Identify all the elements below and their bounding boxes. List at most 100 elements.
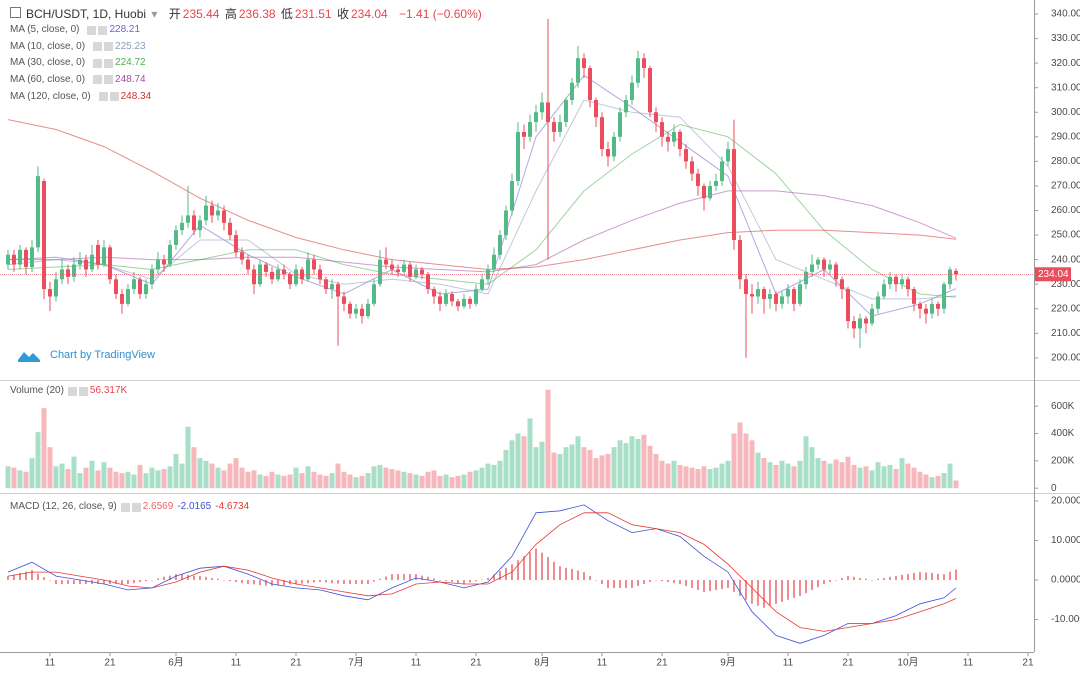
volume-bar <box>947 463 953 489</box>
candle-body <box>809 264 814 272</box>
ma-legend: MA (5, close, 0) 228.21 MA (10, close, 0) 2… <box>10 22 155 105</box>
histogram-bar <box>907 574 909 581</box>
candle-body <box>269 271 274 280</box>
branding[interactable]: Chart by TradingView <box>50 349 155 361</box>
histogram-bar <box>883 578 885 581</box>
candle-body <box>737 239 742 280</box>
y-tick-label: 300.00 <box>1051 107 1080 118</box>
settings-icon[interactable] <box>120 502 130 512</box>
x-tick-label: 8月 <box>534 657 550 669</box>
settings-icon[interactable] <box>87 25 97 35</box>
open-label: 开 <box>168 7 181 21</box>
candle-body <box>485 269 490 280</box>
close-icon[interactable] <box>131 502 141 512</box>
volume-bar <box>437 475 443 489</box>
histogram-bar <box>223 580 225 581</box>
histogram-bar <box>247 580 249 584</box>
close-icon[interactable] <box>109 92 119 102</box>
volume-bar <box>35 432 41 489</box>
candle-body <box>101 247 106 265</box>
volume-bar <box>563 447 569 489</box>
ma-value: 224.72 <box>115 57 146 69</box>
histogram-bar <box>835 580 837 581</box>
volume-bar <box>611 447 617 489</box>
volume-bar <box>413 474 419 489</box>
candle-body <box>887 276 892 285</box>
x-tick-label: 21 <box>290 658 302 669</box>
y-tick-label: 20.0000 <box>1051 496 1080 507</box>
volume-bar <box>779 460 785 489</box>
histogram-bar <box>241 580 243 584</box>
volume-bar <box>137 464 143 489</box>
volume-bar <box>167 466 173 489</box>
close-icon[interactable] <box>78 386 88 396</box>
volume-bar <box>935 475 941 489</box>
indicator-line <box>7 512 957 632</box>
histogram-bar <box>913 572 915 581</box>
candle-body <box>953 270 958 275</box>
settings-icon[interactable] <box>93 75 103 85</box>
volume-bar <box>215 467 221 489</box>
y-tick-label: 0.0000 <box>1051 575 1080 586</box>
volume-bar <box>365 473 371 489</box>
close-icon[interactable] <box>104 58 114 68</box>
histogram-bar <box>139 580 141 583</box>
candle-body <box>671 131 676 142</box>
histogram-bar <box>313 580 315 583</box>
close-icon[interactable] <box>98 25 108 35</box>
volume-bar <box>557 453 563 489</box>
histogram-bar <box>19 572 21 581</box>
candle-body <box>41 181 46 290</box>
histogram-bar <box>667 580 669 583</box>
candle-body <box>107 247 112 280</box>
candle-body <box>761 289 766 299</box>
candle-body <box>539 102 544 113</box>
volume-bar <box>953 480 959 489</box>
candle-body <box>575 58 580 83</box>
histogram-bar <box>331 580 333 584</box>
x-tick-label: 11 <box>411 658 422 669</box>
x-tick-label: 21 <box>842 658 854 669</box>
x-tick-label: 11 <box>783 658 794 669</box>
settings-icon[interactable] <box>93 42 103 52</box>
volume-bar <box>917 471 923 489</box>
volume-bar <box>887 464 893 489</box>
histogram-bar <box>517 560 519 581</box>
collapse-icon[interactable] <box>10 7 21 18</box>
settings-icon[interactable] <box>98 92 108 102</box>
candle-body <box>83 259 88 270</box>
volume-bar <box>791 466 797 489</box>
histogram-bar <box>439 580 441 581</box>
close-value: 234.04 <box>350 7 388 21</box>
histogram-bar <box>97 580 99 584</box>
volume-bar <box>533 447 539 489</box>
candle-body <box>383 259 388 265</box>
close-icon[interactable] <box>104 42 114 52</box>
dropdown[interactable]: ▾ <box>151 7 158 21</box>
candle-body <box>413 269 418 277</box>
settings-icon[interactable] <box>67 386 77 396</box>
volume-bar <box>155 470 161 489</box>
volume-bar <box>47 447 53 489</box>
histogram-bar <box>403 574 405 581</box>
histogram-bar <box>169 575 171 581</box>
histogram-bar <box>43 577 45 581</box>
candle-body <box>185 215 190 223</box>
candle-body <box>461 298 466 307</box>
settings-icon[interactable] <box>93 58 103 68</box>
y-tick-label: 210.00 <box>1051 328 1080 339</box>
y-tick-label: 200K <box>1051 455 1075 466</box>
candle-body <box>599 117 604 150</box>
close-icon[interactable] <box>104 75 114 85</box>
histogram-bar <box>355 580 357 584</box>
histogram-bar <box>529 552 531 581</box>
volume-bar <box>497 460 503 489</box>
candle-body <box>377 259 382 285</box>
volume-bar <box>359 475 365 489</box>
volume-bar <box>107 467 113 489</box>
candle-body <box>467 298 472 304</box>
histogram-bar <box>229 580 231 582</box>
candle-body <box>641 58 646 69</box>
candle-body <box>617 112 622 137</box>
